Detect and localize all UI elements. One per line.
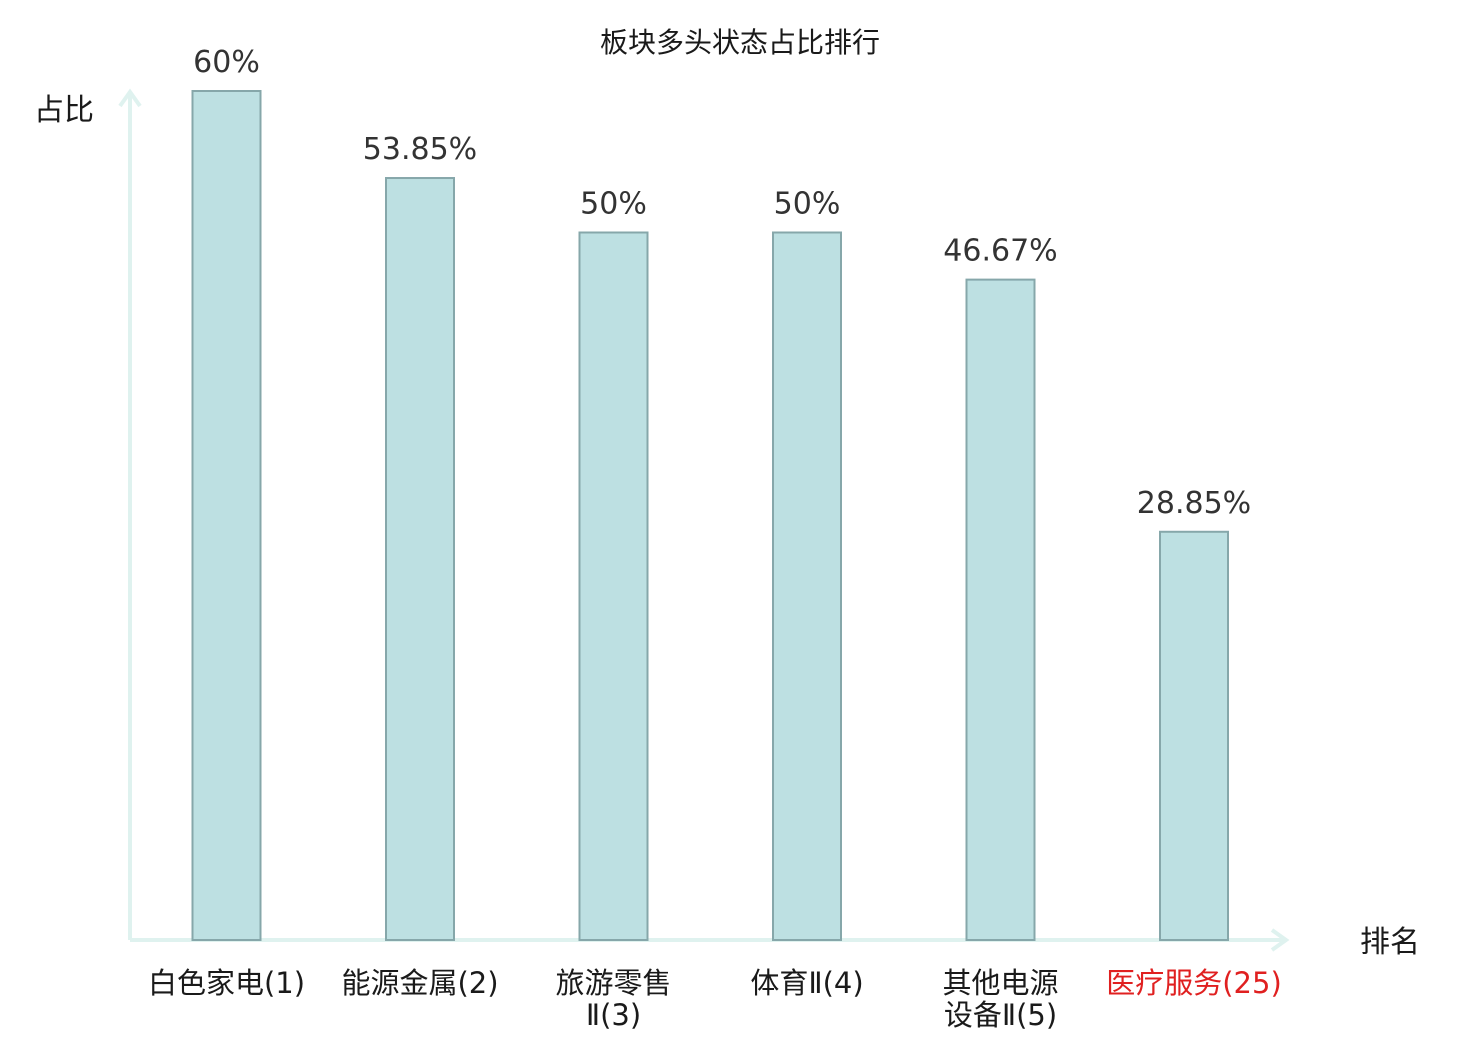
bar-4 — [772, 231, 842, 941]
category-label-2: 能源金属(2) — [341, 966, 498, 1000]
category-label-line: 体育Ⅱ(4) — [750, 966, 863, 1000]
value-label-4: 50% — [774, 187, 841, 222]
value-label-3: 50% — [580, 187, 647, 222]
category-labels-group: 白色家电(1) 能源金属(2) 旅游零售 Ⅱ(3) 体育Ⅱ(4) 其他电源设备Ⅱ(5) 医疗… — [148, 966, 1282, 1032]
chart-title: 板块多头状态占比排行 — [600, 26, 880, 59]
category-label-5: 其他电源设备Ⅱ(5) — [942, 966, 1058, 1032]
bar-6 — [1159, 530, 1229, 942]
value-label-1: 60% — [193, 45, 260, 80]
x-axis — [130, 928, 1290, 952]
y-axis-arrow — [118, 88, 142, 108]
bars-group — [191, 90, 1229, 942]
category-label-line: 设备Ⅱ(5) — [944, 998, 1057, 1032]
value-label-2: 53.85% — [363, 132, 477, 167]
category-label-line: Ⅱ(3) — [586, 998, 641, 1032]
value-label-5: 46.67% — [943, 234, 1057, 269]
y-axis-label: 占比 — [34, 93, 94, 128]
category-label-3: 旅游零售 Ⅱ(3) — [555, 966, 671, 1032]
category-label-6: 医疗服务(25) — [1106, 966, 1282, 1000]
bar-2 — [385, 177, 455, 941]
bar-5 — [965, 278, 1036, 941]
category-label-line: 医疗服务(25) — [1106, 966, 1282, 1000]
bar-1 — [191, 90, 262, 941]
category-label-line: 其他电源 — [942, 966, 1058, 1000]
x-axis-arrow — [1270, 928, 1290, 952]
category-label-line: 白色家电(1) — [148, 966, 305, 1000]
category-label-line: 旅游零售 — [555, 966, 671, 1000]
value-labels-group: 60% 53.85% 50% 50% 46.67% 28.85% — [193, 45, 1251, 521]
x-axis-label: 排名 — [1360, 925, 1420, 960]
bar-3 — [578, 231, 649, 941]
category-label-1: 白色家电(1) — [148, 966, 305, 1000]
category-label-line: 能源金属(2) — [341, 966, 498, 1000]
y-axis — [118, 88, 142, 940]
category-label-4: 体育Ⅱ(4) — [750, 966, 863, 1000]
value-label-6: 28.85% — [1137, 486, 1251, 521]
